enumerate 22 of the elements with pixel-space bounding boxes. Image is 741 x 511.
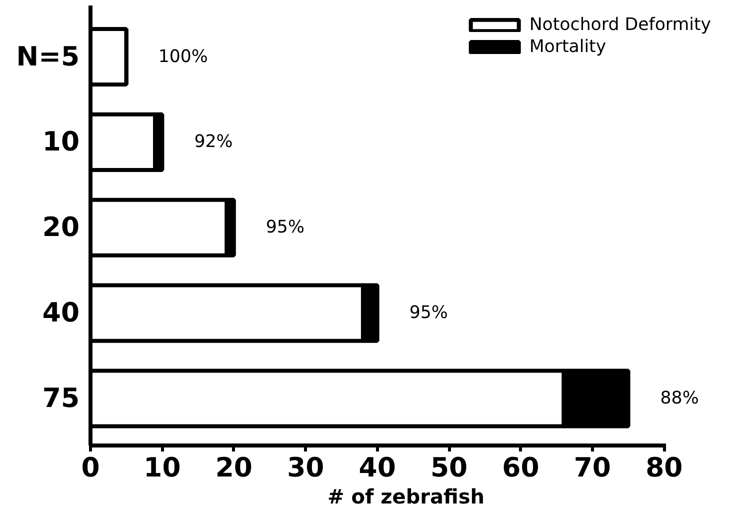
annotation: 95% [266, 218, 304, 238]
x-tick-label: 50 [430, 452, 468, 484]
y-tick-label: 10 [42, 126, 80, 158]
legend-label: Notochord Deformity [529, 15, 711, 35]
y-tick-label: 75 [42, 383, 80, 414]
x-tick-label: 40 [358, 452, 396, 484]
x-tick-label: 60 [502, 452, 540, 484]
x-axis-title: # of zebrafish [328, 484, 484, 508]
annotation: 100% [158, 46, 208, 67]
x-tick-label: 30 [287, 452, 324, 484]
x-tick-label: 20 [215, 452, 252, 484]
x-tick-label: 70 [574, 452, 611, 484]
annotation: 88% [660, 388, 699, 409]
x-tick-label: 0 [81, 452, 100, 484]
y-tick-label: 40 [42, 298, 80, 329]
y-tick-label: N=5 [16, 41, 80, 72]
x-tick-label: 10 [144, 452, 181, 484]
annotation: 95% [409, 303, 448, 324]
legend-label: Mortality [529, 37, 606, 57]
x-tick-label: 80 [646, 452, 683, 484]
annotation: 92% [194, 132, 233, 152]
y-tick-label: 20 [42, 212, 80, 244]
